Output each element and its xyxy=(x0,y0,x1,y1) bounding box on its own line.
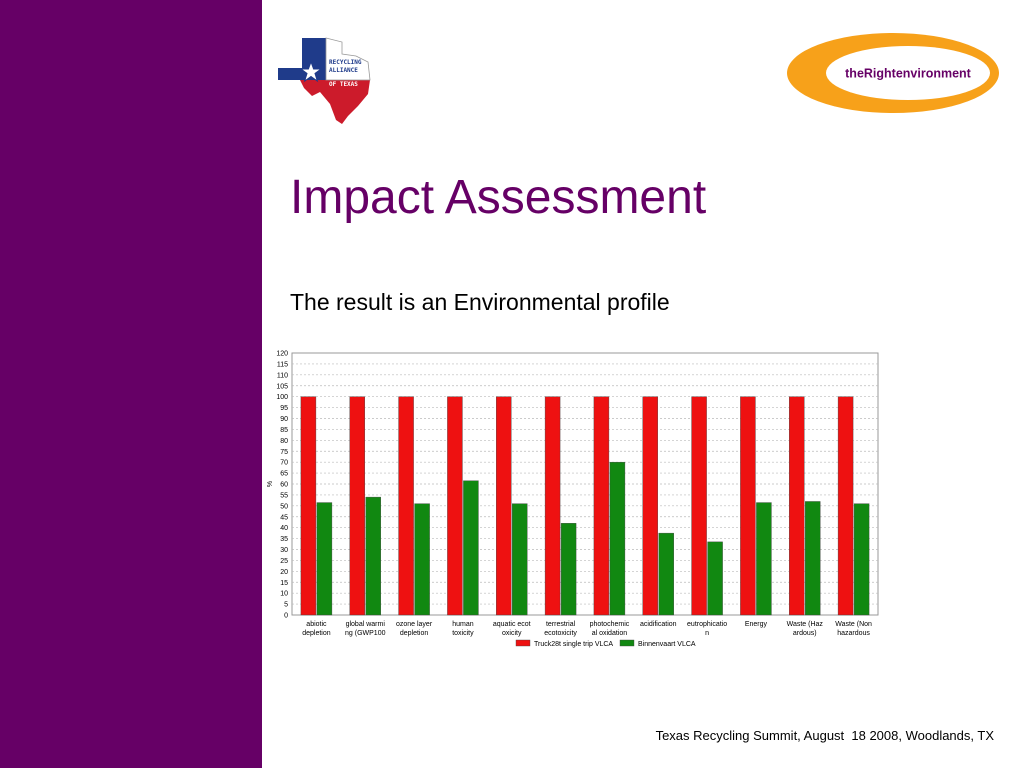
x-tick-label: depletion xyxy=(400,630,429,637)
bar-truck xyxy=(300,396,317,616)
x-tick-label: Energy xyxy=(745,621,768,628)
bar-truck xyxy=(593,396,610,616)
y-tick-label: 70 xyxy=(280,460,288,467)
x-tick-label: oxicity xyxy=(502,630,522,637)
legend-swatch xyxy=(619,639,635,647)
x-tick-label: n xyxy=(705,630,709,637)
x-tick-label: toxicity xyxy=(452,630,474,637)
slide-subtitle: The result is an Environmental profile xyxy=(290,289,670,315)
x-tick-label: Waste (Non xyxy=(835,621,872,628)
y-tick-label: 10 xyxy=(280,591,288,598)
bar-truck xyxy=(642,396,658,616)
bar-truck xyxy=(496,396,512,616)
y-tick-label: 5 xyxy=(284,602,288,609)
y-tick-label: 25 xyxy=(280,558,288,565)
y-tick-label: 60 xyxy=(280,482,288,489)
y-tick-label: 40 xyxy=(280,525,288,532)
y-tick-label: 30 xyxy=(280,547,288,554)
bar-truck xyxy=(447,396,463,616)
x-tick-label: hazardous xyxy=(837,630,870,637)
y-tick-label: 50 xyxy=(280,503,288,510)
the-right-environment-logo: theRightenvironment xyxy=(787,33,999,113)
y-tick-label: 105 xyxy=(276,383,288,390)
logo-inner-ellipse xyxy=(826,46,990,100)
y-tick-label: 110 xyxy=(277,372,288,379)
logo-text: theRightenvironment xyxy=(845,67,972,81)
x-tick-label: depletion xyxy=(302,630,331,637)
y-tick-label: 55 xyxy=(280,492,288,499)
bar-chart-svg: 0 5 10 15 20 25 30 35 40 45 50 55 60 65 70 75 80 85 90 95 10… xyxy=(267,351,879,648)
y-tick-label: 15 xyxy=(280,580,288,587)
left-accent-bar xyxy=(0,0,262,768)
impact-chart: 0 5 10 15 20 25 30 35 40 45 50 55 60 65 70 75 80 85 90 95 10… xyxy=(262,342,884,654)
y-tick-label: 20 xyxy=(280,569,288,576)
y-tick-label: 75 xyxy=(280,449,288,456)
bar-binnenvaart xyxy=(756,502,772,616)
y-tick-label: 0 xyxy=(284,613,288,620)
texas-shape-blue xyxy=(278,38,326,80)
y-tick-label: 65 xyxy=(280,471,288,478)
bar-binnenvaart xyxy=(560,523,577,616)
x-tick-label: ozone layer xyxy=(396,621,433,628)
x-tick-label: global warmi xyxy=(346,621,386,628)
y-tick-label: 35 xyxy=(280,536,288,543)
bar-truck xyxy=(398,396,414,616)
y-tick-label: 85 xyxy=(280,427,288,434)
bar-binnenvaart xyxy=(463,480,479,616)
x-tick-label: Waste (Haz xyxy=(787,621,824,628)
slide-footer: Texas Recycling Summit, August 18 2008, … xyxy=(655,728,994,743)
y-tick-label: 95 xyxy=(280,405,288,412)
y-tick-label: 100 xyxy=(276,394,288,401)
x-tick-label: eutrophicatio xyxy=(687,621,727,628)
x-tick-label: acidification xyxy=(640,621,677,628)
legend-label: Binnenvaart VLCA xyxy=(638,641,696,648)
bar-binnenvaart xyxy=(658,532,674,616)
legend-label: Truck28t single trip VLCA xyxy=(534,641,613,648)
y-tick-label: 45 xyxy=(280,514,288,521)
bar-truck xyxy=(837,396,854,616)
x-tick-label: ng (GWP100 xyxy=(345,630,386,637)
bar-binnenvaart xyxy=(609,461,626,616)
x-tick-label: abiotic xyxy=(306,621,327,628)
x-tick-label: ecotoxicity xyxy=(544,630,577,637)
texas-shape-red xyxy=(300,80,370,124)
logo-line-1: RECYCLING xyxy=(329,59,362,66)
y-tick-label: 120 xyxy=(276,351,288,358)
y-tick-label: 80 xyxy=(280,438,288,445)
bar-binnenvaart xyxy=(414,503,430,616)
bar-truck xyxy=(544,396,561,616)
star-icon xyxy=(299,60,323,83)
x-tick-label: ardous) xyxy=(793,630,817,637)
bar-binnenvaart xyxy=(707,541,723,616)
bar-binnenvaart xyxy=(805,501,821,616)
logo-line-2: ALLIANCE xyxy=(329,67,358,74)
recycling-alliance-of-texas-logo: RECYCLING ALLIANCE OF TEXAS xyxy=(278,37,371,124)
texas-shape-white xyxy=(325,37,371,81)
x-tick-label: al oxidation xyxy=(592,630,628,637)
y-tick-label: 90 xyxy=(280,416,288,423)
bar-truck xyxy=(740,396,756,616)
bar-truck xyxy=(349,396,365,616)
x-tick-label: aquatic ecot xyxy=(493,621,531,628)
y-tick-label: 115 xyxy=(277,361,288,368)
slide-title: Impact Assessment xyxy=(290,171,707,224)
x-tick-label: terrestrial xyxy=(546,621,576,628)
bar-binnenvaart xyxy=(853,503,870,616)
bar-truck xyxy=(789,396,805,616)
bar-binnenvaart xyxy=(512,503,528,616)
x-tick-label: human xyxy=(452,621,474,628)
bar-binnenvaart xyxy=(365,496,381,616)
legend-swatch xyxy=(515,639,531,647)
x-tick-label: photochemic xyxy=(590,621,630,628)
bar-truck xyxy=(691,396,707,616)
y-axis-label: % xyxy=(267,481,274,487)
bar-binnenvaart xyxy=(316,502,333,616)
logo-line-3: OF TEXAS xyxy=(329,81,358,88)
